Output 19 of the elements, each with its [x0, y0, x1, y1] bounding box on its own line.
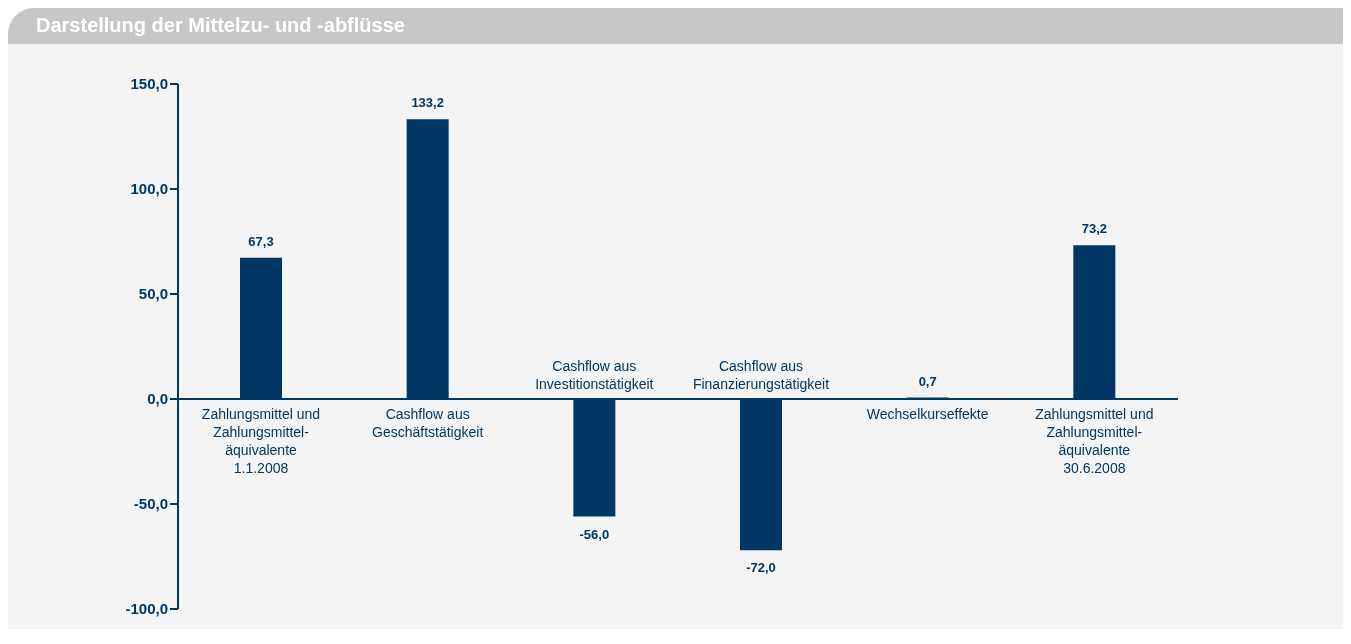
x-tick-label: Zahlungsmittel und Zahlungsmittel-äquivalente 1.1.2008 — [201, 406, 321, 476]
y-tick-label: -100,0 — [125, 600, 168, 618]
x-tick-label: Wechselkurseffekte — [866, 406, 989, 422]
data-label: -72,0 — [746, 560, 776, 576]
x-tick-label: Cashflow aus Geschäftstätigkeit — [372, 406, 484, 440]
data-label: 73,2 — [1081, 221, 1107, 237]
y-tick-label: 150,0 — [130, 75, 168, 93]
x-tick-label: Cashflow aus Finanzierungstätigkeit — [692, 358, 830, 392]
x-tick-label: Zahlungsmittel und Zahlungsmittel-äquivalente 30.6.2008 — [1035, 406, 1154, 476]
y-tick-label: 100,0 — [130, 180, 168, 198]
data-label: 0,7 — [918, 373, 937, 389]
chart-title: Darstellung der Mittelzu- und -abflüsse — [8, 8, 1343, 44]
data-label: -56,0 — [579, 526, 610, 542]
data-label: 67,3 — [248, 233, 274, 249]
y-tick-label: 50,0 — [138, 285, 168, 303]
y-tick-label: 0,0 — [147, 390, 168, 408]
x-tick-label: Cashflow aus Investitionstätigkeit — [535, 358, 654, 392]
data-label: 133,2 — [411, 95, 444, 111]
y-tick-label: -50,0 — [133, 495, 168, 513]
